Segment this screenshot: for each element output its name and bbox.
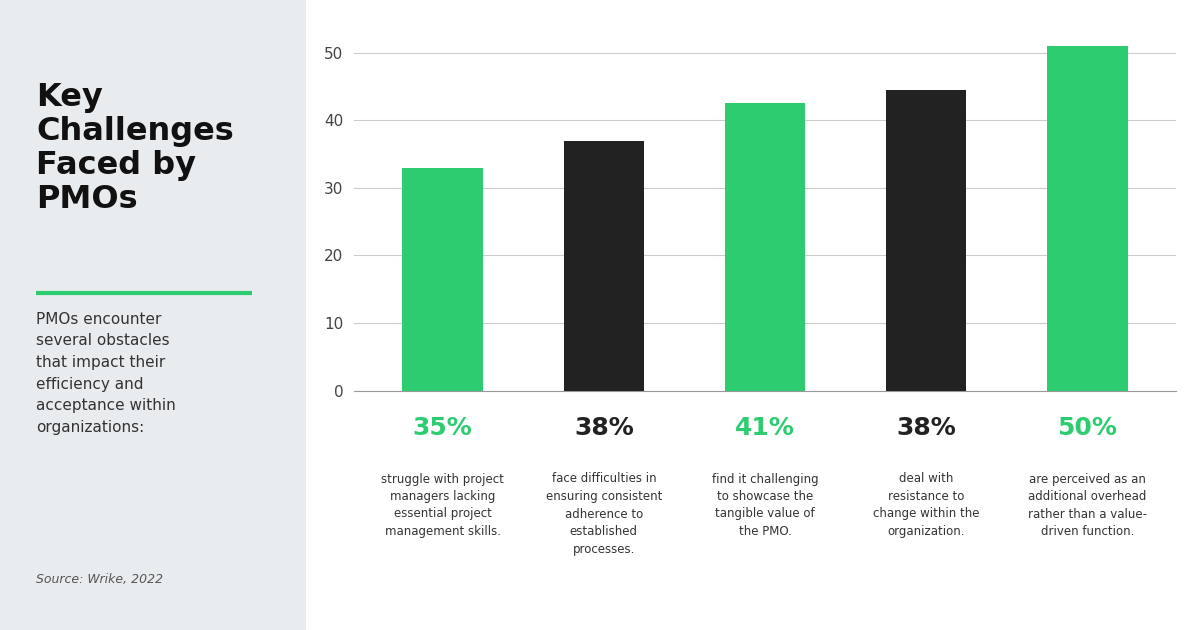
Text: struggle with project
managers lacking
essential project
management skills.: struggle with project managers lacking e…	[382, 472, 504, 538]
Text: are perceived as an
additional overhead
rather than a value-
driven function.: are perceived as an additional overhead …	[1028, 472, 1147, 538]
Bar	[725, 103, 805, 391]
Text: 38%: 38%	[896, 416, 956, 440]
Bar	[402, 168, 482, 391]
Text: 41%: 41%	[736, 416, 794, 440]
Text: PMOs encounter
several obstacles
that impact their
efficiency and
acceptance wit: PMOs encounter several obstacles that im…	[36, 312, 175, 435]
Bar	[886, 90, 966, 391]
Text: 50%: 50%	[1057, 416, 1117, 440]
Text: Key
Challenges
Faced by
PMOs: Key Challenges Faced by PMOs	[36, 82, 234, 215]
Text: face difficulties in
ensuring consistent
adherence to
established
processes.: face difficulties in ensuring consistent…	[546, 472, 662, 556]
Text: 35%: 35%	[413, 416, 473, 440]
Text: find it challenging
to showcase the
tangible value of
the PMO.: find it challenging to showcase the tang…	[712, 472, 818, 538]
Text: 38%: 38%	[574, 416, 634, 440]
Text: deal with
resistance to
change within the
organization.: deal with resistance to change within th…	[872, 472, 979, 538]
Bar	[1048, 46, 1128, 391]
Bar	[564, 140, 644, 391]
Text: Source: Wrike, 2022: Source: Wrike, 2022	[36, 573, 163, 586]
